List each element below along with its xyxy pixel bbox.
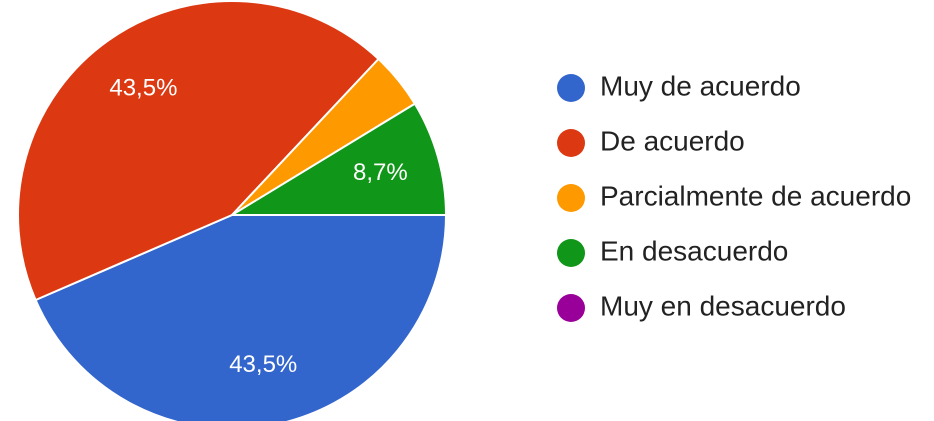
legend-text: Parcialmente de acuerdo: [600, 180, 911, 211]
legend-marker: [557, 129, 585, 157]
legend-marker: [557, 184, 585, 212]
legend-text: De acuerdo: [600, 125, 745, 156]
legend-text: Muy en desacuerdo: [600, 290, 846, 321]
pie-slice: [17, 0, 380, 302]
slice-label: 43,5%: [109, 74, 177, 101]
legend-marker: [557, 294, 585, 322]
pie-slice: [34, 214, 448, 421]
pie-slice: [228, 102, 448, 216]
legend-text: Muy de acuerdo: [600, 70, 801, 101]
legend-text: En desacuerdo: [600, 235, 788, 266]
slice-label: 43,5%: [229, 351, 297, 378]
legend-marker: [557, 74, 585, 102]
legend-marker: [557, 239, 585, 267]
slice-label: 8,7%: [353, 159, 408, 186]
